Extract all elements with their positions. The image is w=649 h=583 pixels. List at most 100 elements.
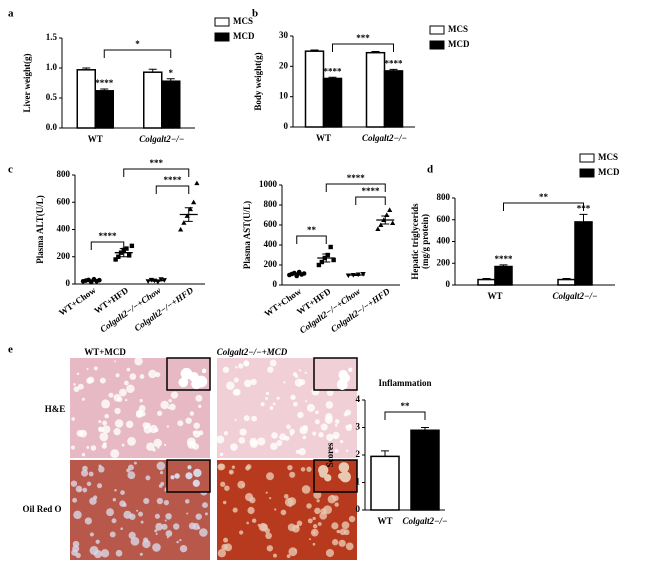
error-bar <box>562 277 571 280</box>
droplet <box>114 407 121 415</box>
droplet <box>146 422 151 427</box>
droplet <box>286 424 291 430</box>
error-bar <box>381 450 389 457</box>
bar <box>370 455 400 511</box>
droplet <box>239 530 244 535</box>
significance: **** <box>385 58 404 68</box>
droplet <box>308 538 311 541</box>
significance: * <box>169 68 174 78</box>
droplet <box>112 498 117 502</box>
droplet <box>89 497 97 505</box>
droplet <box>269 359 277 367</box>
droplet <box>170 391 179 399</box>
droplet <box>289 504 292 508</box>
droplet <box>218 463 226 471</box>
inset <box>313 357 358 391</box>
droplet <box>287 497 297 506</box>
droplet <box>319 469 328 478</box>
droplet <box>71 417 76 421</box>
droplet <box>274 508 277 511</box>
droplet <box>89 532 94 537</box>
droplet <box>306 466 312 472</box>
droplet <box>334 448 339 453</box>
y-tick-label: 600 <box>437 214 451 224</box>
y-tick-label: 400 <box>57 224 71 234</box>
droplet <box>128 531 136 540</box>
significance: *** <box>356 33 370 43</box>
droplet <box>126 468 131 473</box>
column-label: WT+MCD <box>84 347 126 357</box>
droplet <box>159 470 164 475</box>
droplet <box>220 481 226 487</box>
droplet <box>139 374 145 379</box>
droplet <box>250 378 257 386</box>
droplet <box>280 509 287 516</box>
droplet <box>201 368 207 374</box>
droplet <box>265 491 268 494</box>
droplet <box>176 540 179 544</box>
droplet <box>287 464 293 471</box>
droplet <box>199 528 208 537</box>
droplet <box>104 413 109 419</box>
droplet <box>325 401 334 409</box>
droplet <box>81 452 86 457</box>
droplet <box>326 433 334 442</box>
y-tick-label: 20 <box>279 60 289 70</box>
droplet <box>228 469 234 475</box>
droplet <box>88 471 94 477</box>
droplet <box>127 471 136 480</box>
droplet <box>156 461 166 471</box>
y-axis-label: Hepatic triglycerids <box>410 203 420 280</box>
x-tick-label: WT+Chow <box>57 285 98 318</box>
bar <box>161 80 181 129</box>
droplet <box>326 389 334 397</box>
bar <box>494 265 513 286</box>
droplet <box>336 379 348 390</box>
droplet <box>185 472 193 480</box>
significance: **** <box>95 78 114 88</box>
droplet <box>238 437 246 444</box>
point <box>390 220 396 225</box>
droplet <box>246 521 249 525</box>
droplet <box>272 402 276 406</box>
droplet <box>195 513 202 520</box>
droplet <box>124 398 128 402</box>
droplet <box>325 548 335 558</box>
droplet <box>243 415 250 422</box>
droplet <box>265 396 268 400</box>
droplet <box>146 442 155 451</box>
droplet <box>98 426 103 431</box>
droplet <box>310 528 319 537</box>
droplet <box>276 396 280 400</box>
droplet <box>155 532 158 536</box>
error-bar <box>371 50 380 53</box>
y-tick-label: 800 <box>57 169 71 179</box>
droplet <box>118 388 127 397</box>
droplet <box>166 425 170 428</box>
panel-label: e <box>8 344 13 356</box>
droplet <box>223 431 229 436</box>
row-label: H&E <box>45 404 66 414</box>
droplet <box>258 522 268 532</box>
droplet <box>109 531 116 538</box>
droplet <box>163 499 170 506</box>
y-axis-label: Body weight(g) <box>253 52 263 110</box>
droplet <box>283 381 286 384</box>
droplet <box>170 475 175 480</box>
y-tick-label: 800 <box>437 192 451 202</box>
droplet <box>143 497 150 505</box>
point <box>129 243 135 249</box>
droplet <box>120 490 125 496</box>
droplet <box>93 549 103 559</box>
droplet <box>289 432 294 436</box>
droplet <box>294 374 299 378</box>
y-tick-label: 1.0 <box>46 62 58 72</box>
droplet <box>160 400 169 410</box>
droplet <box>179 544 188 553</box>
legend-swatch <box>214 17 230 27</box>
x-tick-label: WT <box>487 291 502 301</box>
droplet <box>334 419 340 424</box>
y-tick-label: 200 <box>264 259 278 269</box>
droplet <box>319 512 328 520</box>
droplet <box>99 377 106 384</box>
